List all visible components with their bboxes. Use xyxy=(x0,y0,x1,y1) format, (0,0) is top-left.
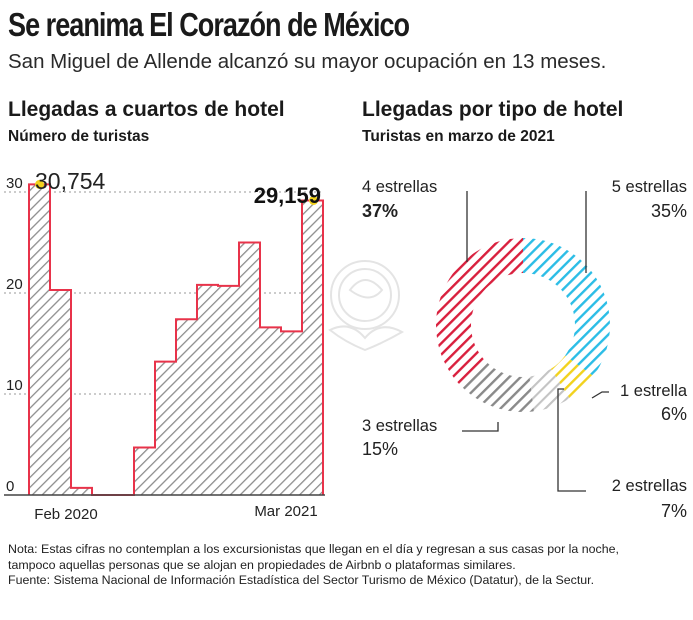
bar xyxy=(302,200,324,496)
bar xyxy=(155,361,177,495)
bar xyxy=(218,285,240,495)
page-subtitle: San Miguel de Allende alcanzó su mayor o… xyxy=(8,50,607,73)
arrivals-bar-chart: 0 10 20 30 30,754 29,159 Feb 2020 Mar 2021 xyxy=(4,168,325,523)
bar xyxy=(176,319,198,495)
bar xyxy=(281,331,303,495)
bar xyxy=(134,447,156,495)
x-tick-label: Feb 2020 xyxy=(34,506,97,523)
footnotes: Nota: Estas cifras no contemplan a los e… xyxy=(8,542,619,589)
watermark-eagle-icon xyxy=(328,260,405,352)
bar xyxy=(29,184,51,496)
slice-name-label: 5 estrellas xyxy=(612,178,687,196)
donut-slice xyxy=(529,368,570,412)
slice-percent-label: 35% xyxy=(651,201,687,221)
slice-name-label: 4 estrellas xyxy=(362,178,437,196)
donut-slice xyxy=(550,355,594,399)
highlight-dot xyxy=(35,179,44,189)
bar xyxy=(239,242,261,495)
note-line: tampoco aquellas personas que se alojan … xyxy=(8,557,516,572)
bar-chart-subtitle: Número de turistas xyxy=(8,128,150,145)
bar xyxy=(71,487,93,495)
slice-name-label: 2 estrellas xyxy=(612,477,687,495)
note-line: Nota: Estas cifras no contemplan a los e… xyxy=(8,542,619,556)
slice-name-label: 1 estrella xyxy=(620,382,688,400)
highlight-dot xyxy=(309,195,319,205)
slice-name-label: 3 estrellas xyxy=(362,417,437,435)
slice-percent-label: 37% xyxy=(362,201,398,221)
slice-percent-label: 7% xyxy=(661,501,687,521)
latest-value-label: 29,159 xyxy=(254,183,321,208)
x-tick-label: Mar 2021 xyxy=(254,503,317,520)
slice-percent-label: 6% xyxy=(661,404,687,424)
peak-value-label: 30,754 xyxy=(35,168,106,194)
donut-chart-subtitle: Turistas en marzo de 2021 xyxy=(362,128,555,145)
y-tick-label: 20 xyxy=(6,276,23,293)
series-step-line xyxy=(28,183,324,496)
leader-line xyxy=(557,388,586,492)
donut-slice xyxy=(459,360,534,412)
donut-slice xyxy=(436,238,523,385)
bar xyxy=(50,289,72,495)
donut-chart-title: Llegadas por tipo de hotel xyxy=(362,98,624,121)
y-tick-label: 0 xyxy=(6,478,14,495)
leader-line xyxy=(591,391,609,399)
slice-percent-label: 15% xyxy=(362,439,398,459)
leader-line xyxy=(462,422,499,432)
donut-slice xyxy=(523,238,610,377)
page-title: Se reanima El Corazón de México xyxy=(8,6,410,43)
hotel-type-donut-chart: 4 estrellas 37% 5 estrellas 35% 1 estrella 6%… xyxy=(362,178,688,521)
y-tick-label: 30 xyxy=(6,175,23,192)
bar xyxy=(197,284,219,495)
bar xyxy=(260,327,282,495)
y-tick-label: 10 xyxy=(6,377,23,394)
bar-chart-title: Llegadas a cuartos de hotel xyxy=(8,98,285,121)
source-line: Fuente: Sistema Nacional de Información … xyxy=(8,573,595,587)
